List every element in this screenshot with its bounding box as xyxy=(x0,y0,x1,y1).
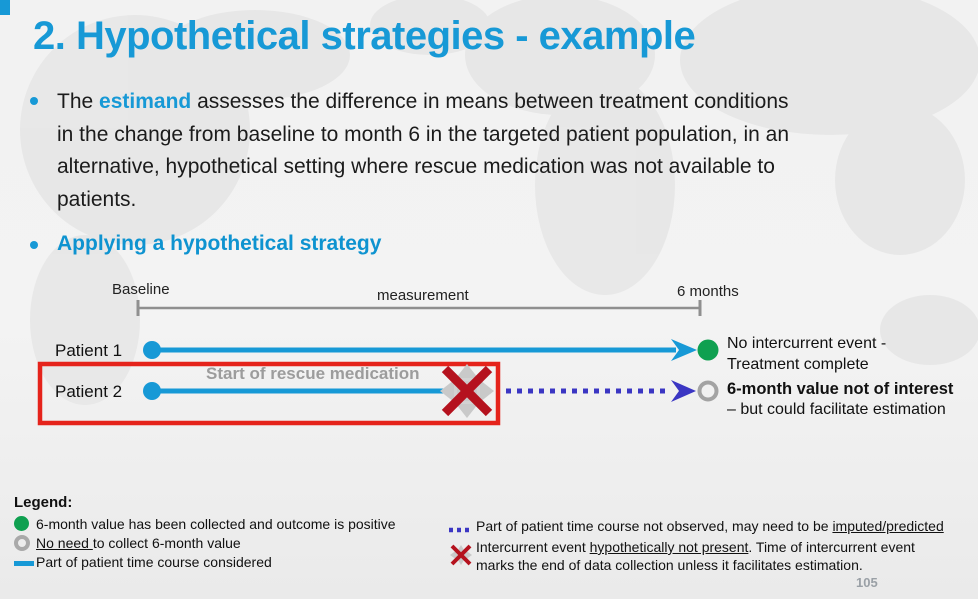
legend-row-blue-line: Part of patient time course considered xyxy=(14,552,396,571)
measurement-label: measurement xyxy=(377,287,469,304)
patient2-open-dot-icon xyxy=(697,380,719,402)
green-dot-icon xyxy=(14,516,29,531)
patient2-label: Patient 2 xyxy=(55,382,123,401)
legend-row-green: 6-month value has been collected and out… xyxy=(14,514,396,533)
estimand-term: estimand xyxy=(99,90,192,113)
rescue-medication-label: Start of rescue medication xyxy=(206,364,420,383)
legend-blue-line-text: Part of patient time course considered xyxy=(36,553,272,570)
legend-open-circle-text: No need to collect 6-month value xyxy=(36,535,241,551)
open-circle-icon xyxy=(14,534,30,551)
blue-line-icon xyxy=(14,560,34,566)
page-number: 105 xyxy=(856,575,878,590)
baseline-label: Baseline xyxy=(112,281,170,298)
bullet-estimand-text: The estimand assesses the difference in … xyxy=(57,86,789,216)
patient2-annotation: 6-month value not of interest – but coul… xyxy=(727,379,953,420)
bullet-applying-strategy-text: Applying a hypothetical strategy xyxy=(57,232,382,255)
text-segment: . Time of intercurrent event marks the e… xyxy=(476,539,915,573)
bullet-icon xyxy=(30,241,38,249)
patient1-arrow-icon xyxy=(671,339,697,361)
page-title: 2. Hypothetical strategies - example xyxy=(33,14,696,58)
bullet-icon xyxy=(30,97,38,105)
legend-row-dotted: Part of patient time course not observed… xyxy=(449,518,944,539)
text-segment-post: assesses the difference in means between… xyxy=(57,90,790,211)
legend-title: Legend: xyxy=(14,494,73,511)
legend: Legend: 6-month value has been collected… xyxy=(14,494,396,571)
legend-row-open-circle: No need to collect 6-month value xyxy=(14,533,396,552)
annotation-line: Treatment complete xyxy=(727,355,869,373)
legend-dotted-text: Part of patient time course not observed… xyxy=(476,518,944,536)
annotation-line: No intercurrent event - xyxy=(727,335,887,352)
text-segment: Part of patient time course not observed… xyxy=(476,518,833,534)
annotation-line: – but could facilitate estimation xyxy=(727,400,946,418)
patient2-arrow-icon xyxy=(671,380,696,402)
patient2-start-dot-icon xyxy=(143,382,161,400)
red-x-icon xyxy=(441,365,493,417)
dotted-line-icon xyxy=(449,527,471,533)
text-segment-underlined: imputed/predicted xyxy=(832,518,944,534)
text-segment: to collect 6-month value xyxy=(92,534,241,551)
text-segment: Intercurrent event xyxy=(476,539,590,555)
intercurrent-event-x-icon xyxy=(450,544,472,566)
patient1-start-dot-icon xyxy=(143,341,161,359)
highlight-box xyxy=(37,361,501,426)
bullet-applying-strategy: Applying a hypothetical strategy xyxy=(30,230,630,258)
corner-accent-bar xyxy=(0,0,10,15)
patient1-label: Patient 1 xyxy=(55,341,123,360)
six-months-label: 6 months xyxy=(677,283,739,300)
bullet-estimand: The estimand assesses the difference in … xyxy=(30,86,930,216)
patient1-annotation: No intercurrent event - Treatment comple… xyxy=(727,334,886,375)
legend-right: Part of patient time course not observed… xyxy=(449,518,944,574)
patient1-outcome-dot-icon xyxy=(697,339,719,361)
annotation-line-bold: 6-month value not of interest xyxy=(727,380,954,398)
legend-green-text: 6-month value has been collected and out… xyxy=(36,515,396,532)
text-segment-underlined: hypothetically not present xyxy=(589,539,749,555)
legend-row-x: Intercurrent event hypothetically not pr… xyxy=(449,539,944,574)
text-segment-underlined: No need xyxy=(36,534,93,551)
legend-x-text: Intercurrent event hypothetically not pr… xyxy=(476,539,915,574)
text-segment-pre: The xyxy=(57,90,100,113)
